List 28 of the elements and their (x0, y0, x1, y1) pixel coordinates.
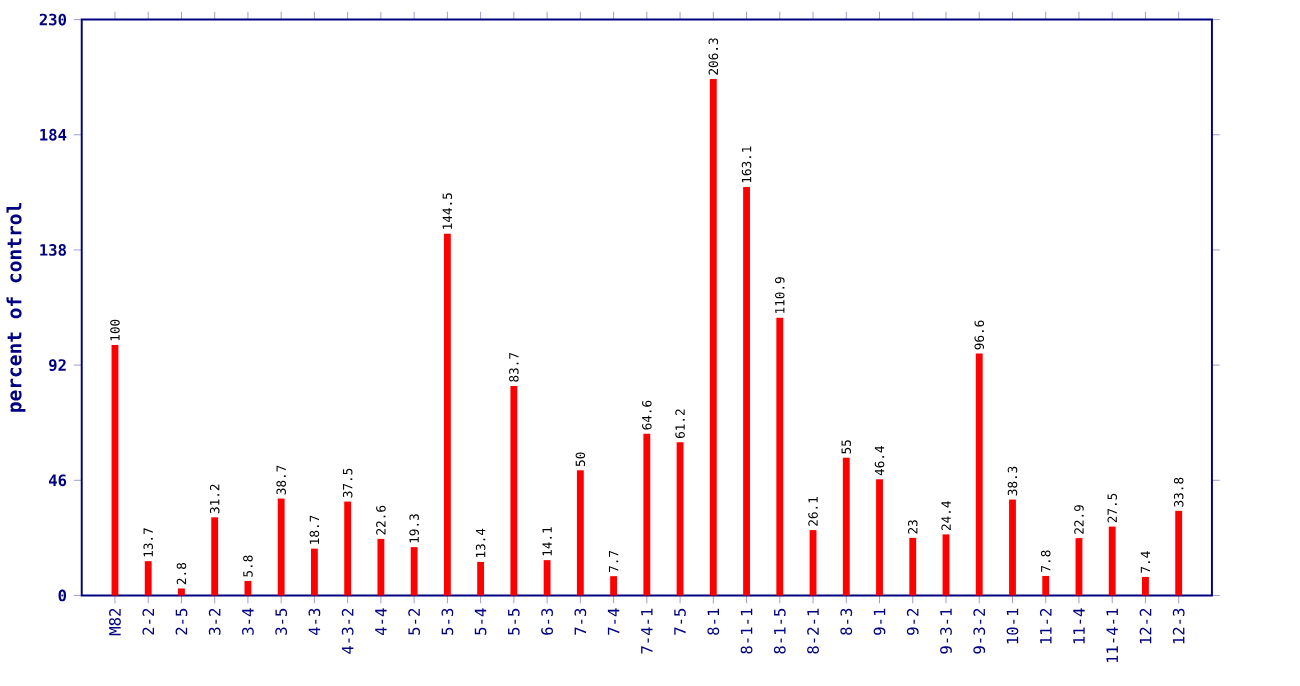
bar (909, 538, 917, 596)
bar (743, 187, 750, 596)
bar (842, 457, 850, 596)
bar (1042, 576, 1050, 596)
bar (178, 588, 185, 596)
bar (1142, 577, 1149, 596)
bar (443, 233, 451, 596)
bar (876, 479, 883, 596)
bar (344, 501, 352, 596)
bar (643, 433, 651, 596)
bar (1009, 499, 1016, 596)
bar (377, 539, 385, 596)
bar (543, 560, 551, 596)
bar (1175, 511, 1183, 596)
bar (144, 561, 152, 596)
bar (610, 576, 618, 596)
bar (477, 562, 485, 596)
bar (277, 498, 285, 596)
bar (410, 547, 418, 596)
bar (510, 386, 518, 596)
bar (975, 353, 983, 596)
bar (211, 517, 219, 596)
bar (310, 548, 318, 596)
bar (1108, 526, 1116, 596)
bar (709, 79, 717, 596)
bar (776, 318, 784, 596)
bar (576, 470, 584, 596)
y-axis-title: percent of control (6, 203, 26, 413)
